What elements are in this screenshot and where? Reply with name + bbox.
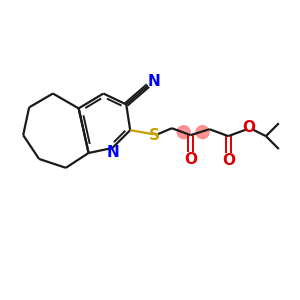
Text: O: O — [222, 153, 235, 168]
Text: N: N — [148, 74, 160, 89]
Text: O: O — [184, 152, 197, 167]
Text: N: N — [107, 146, 120, 160]
Text: S: S — [148, 128, 160, 142]
Text: O: O — [243, 120, 256, 135]
Circle shape — [196, 126, 209, 139]
Circle shape — [177, 126, 190, 139]
